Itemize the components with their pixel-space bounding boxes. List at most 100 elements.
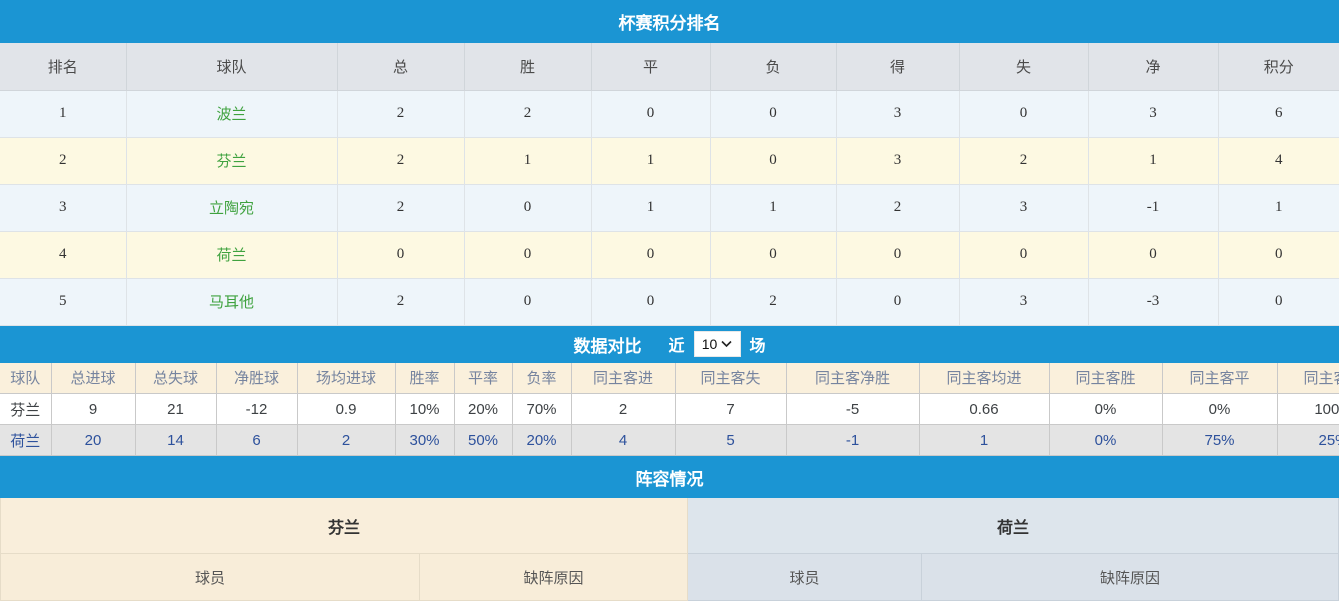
team-link[interactable]: 波兰 [125, 89, 338, 138]
lineup-section: 芬兰 荷兰 球员 缺阵原因 球员 缺阵原因 [0, 498, 1339, 603]
stat-cell: 0 [463, 183, 592, 232]
cmp-col-hacourt-conceded: 同主客失 [674, 362, 787, 394]
cmp-cell: 20% [511, 424, 572, 456]
near-label: 近 [668, 338, 685, 355]
comparison-row: 芬兰 9 21 -12 0.9 10% 20% 70% 2 7 -5 0.66 … [0, 393, 1339, 425]
col-points: 积分 [1217, 43, 1339, 91]
stat-cell: 6 [1217, 89, 1339, 138]
col-goals-against: 失 [958, 43, 1089, 91]
cmp-cell: 7 [674, 393, 787, 425]
cmp-cell: 20% [453, 393, 513, 425]
stat-cell: 1 [463, 136, 592, 185]
cmp-cell: 100% [1276, 393, 1339, 425]
cmp-cell: 30% [394, 424, 455, 456]
lineup-left-absence-label: 缺阵原因 [420, 554, 688, 601]
cmp-col-hacourt-goals: 同主客进 [570, 362, 676, 394]
stat-cell: 0 [958, 230, 1089, 279]
lineup-label-row: 球员 缺阵原因 球员 缺阵原因 [0, 554, 1339, 601]
cmp-cell: 2 [296, 424, 396, 456]
stat-cell: 1 [590, 136, 711, 185]
lineup-title: 阵容情况 [635, 469, 704, 489]
rank-cell: 5 [0, 277, 127, 326]
comparison-table-wrap: 球队 总进球 总失球 净胜球 场均进球 胜率 平率 负率 同主客进 同主客失 同… [0, 362, 1339, 456]
rank-cell: 1 [0, 89, 127, 138]
stat-cell: 0 [835, 277, 960, 326]
matches-unit-label: 场 [749, 338, 766, 355]
standings-row: 2 芬兰 2 1 1 0 3 2 1 4 [0, 136, 1339, 185]
chevron-down-icon [721, 340, 732, 348]
cmp-col-win-rate: 胜率 [394, 362, 455, 394]
cmp-cell: 9 [50, 393, 136, 425]
team-link[interactable]: 立陶宛 [125, 183, 338, 232]
col-total: 总 [336, 43, 465, 91]
col-draw: 平 [590, 43, 711, 91]
cmp-col-conceded: 总失球 [134, 362, 217, 394]
cmp-cell: 14 [134, 424, 217, 456]
standings-table: 排名 球队 总 胜 平 负 得 失 净 积分 1 波兰 2 2 0 0 3 0 … [0, 43, 1339, 326]
stat-cell: 2 [336, 277, 465, 326]
cmp-cell: -12 [215, 393, 298, 425]
cmp-cell: 5 [674, 424, 787, 456]
stat-cell: 0 [709, 136, 837, 185]
lineup-title-bar: 阵容情况 [0, 456, 1339, 498]
lineup-right-player-label: 球员 [688, 554, 922, 601]
standings-title-bar: 杯赛积分排名 [0, 0, 1339, 43]
cmp-col-hacourt-loss: 同主客负 [1276, 362, 1339, 394]
cmp-team-cell: 荷兰 [0, 424, 52, 456]
cmp-cell: 0% [1048, 393, 1163, 425]
lineup-empty-row [0, 601, 1339, 603]
standings-row: 5 马耳他 2 0 0 2 0 3 -3 0 [0, 277, 1339, 326]
stat-cell: 0 [709, 89, 837, 138]
stat-cell: 2 [336, 183, 465, 232]
comparison-row: 荷兰 20 14 6 2 30% 50% 20% 4 5 -1 1 0% 75%… [0, 424, 1339, 456]
rank-cell: 3 [0, 183, 127, 232]
cmp-col-diff: 净胜球 [215, 362, 298, 394]
stat-cell: 0 [463, 230, 592, 279]
lineup-left-player-label: 球员 [0, 554, 420, 601]
stat-cell: 2 [958, 136, 1089, 185]
cmp-col-hacourt-draw: 同主客平 [1161, 362, 1278, 394]
cmp-cell: 4 [570, 424, 676, 456]
team-link[interactable]: 荷兰 [125, 230, 338, 279]
standings-row: 1 波兰 2 2 0 0 3 0 3 6 [0, 89, 1339, 138]
col-goal-diff: 净 [1087, 43, 1219, 91]
cmp-col-hacourt-diff: 同主客净胜 [785, 362, 920, 394]
cmp-cell: 0% [1048, 424, 1163, 456]
recent-matches-select[interactable]: 10 [693, 331, 741, 357]
stat-cell: 1 [1217, 183, 1339, 232]
cmp-cell: 25% [1276, 424, 1339, 456]
cmp-cell: 20 [50, 424, 136, 456]
stat-cell: 0 [1217, 277, 1339, 326]
stat-cell: 0 [709, 230, 837, 279]
team-link[interactable]: 马耳他 [125, 277, 338, 326]
stat-cell: 3 [835, 136, 960, 185]
stat-cell: 0 [1087, 230, 1219, 279]
stat-cell: 2 [463, 89, 592, 138]
stat-cell: -3 [1087, 277, 1219, 326]
stat-cell: 2 [835, 183, 960, 232]
stat-cell: 0 [958, 89, 1089, 138]
col-goals-for: 得 [835, 43, 960, 91]
comparison-title: 数据对比 [573, 336, 642, 356]
cmp-cell: 6 [215, 424, 298, 456]
standings-row: 3 立陶宛 2 0 1 1 2 3 -1 1 [0, 183, 1339, 232]
stat-cell: 1 [709, 183, 837, 232]
stat-cell: 2 [336, 136, 465, 185]
team-link[interactable]: 芬兰 [125, 136, 338, 185]
stat-cell: 0 [590, 230, 711, 279]
stat-cell: 0 [336, 230, 465, 279]
stat-cell: -1 [1087, 183, 1219, 232]
stat-cell: 1 [590, 183, 711, 232]
lineup-right-team: 荷兰 [688, 498, 1339, 554]
standings-title: 杯赛积分排名 [618, 14, 721, 33]
comparison-title-bar: 数据对比 近 10 场 [0, 325, 1339, 363]
stat-cell: 3 [958, 183, 1089, 232]
cmp-cell: 75% [1161, 424, 1278, 456]
col-rank: 排名 [0, 43, 127, 91]
stat-cell: 0 [590, 277, 711, 326]
stat-cell: 3 [1087, 89, 1219, 138]
lineup-right-absence-label: 缺阵原因 [922, 554, 1339, 601]
cmp-cell: -5 [785, 393, 920, 425]
stat-cell: 3 [835, 89, 960, 138]
stat-cell: 4 [1217, 136, 1339, 185]
